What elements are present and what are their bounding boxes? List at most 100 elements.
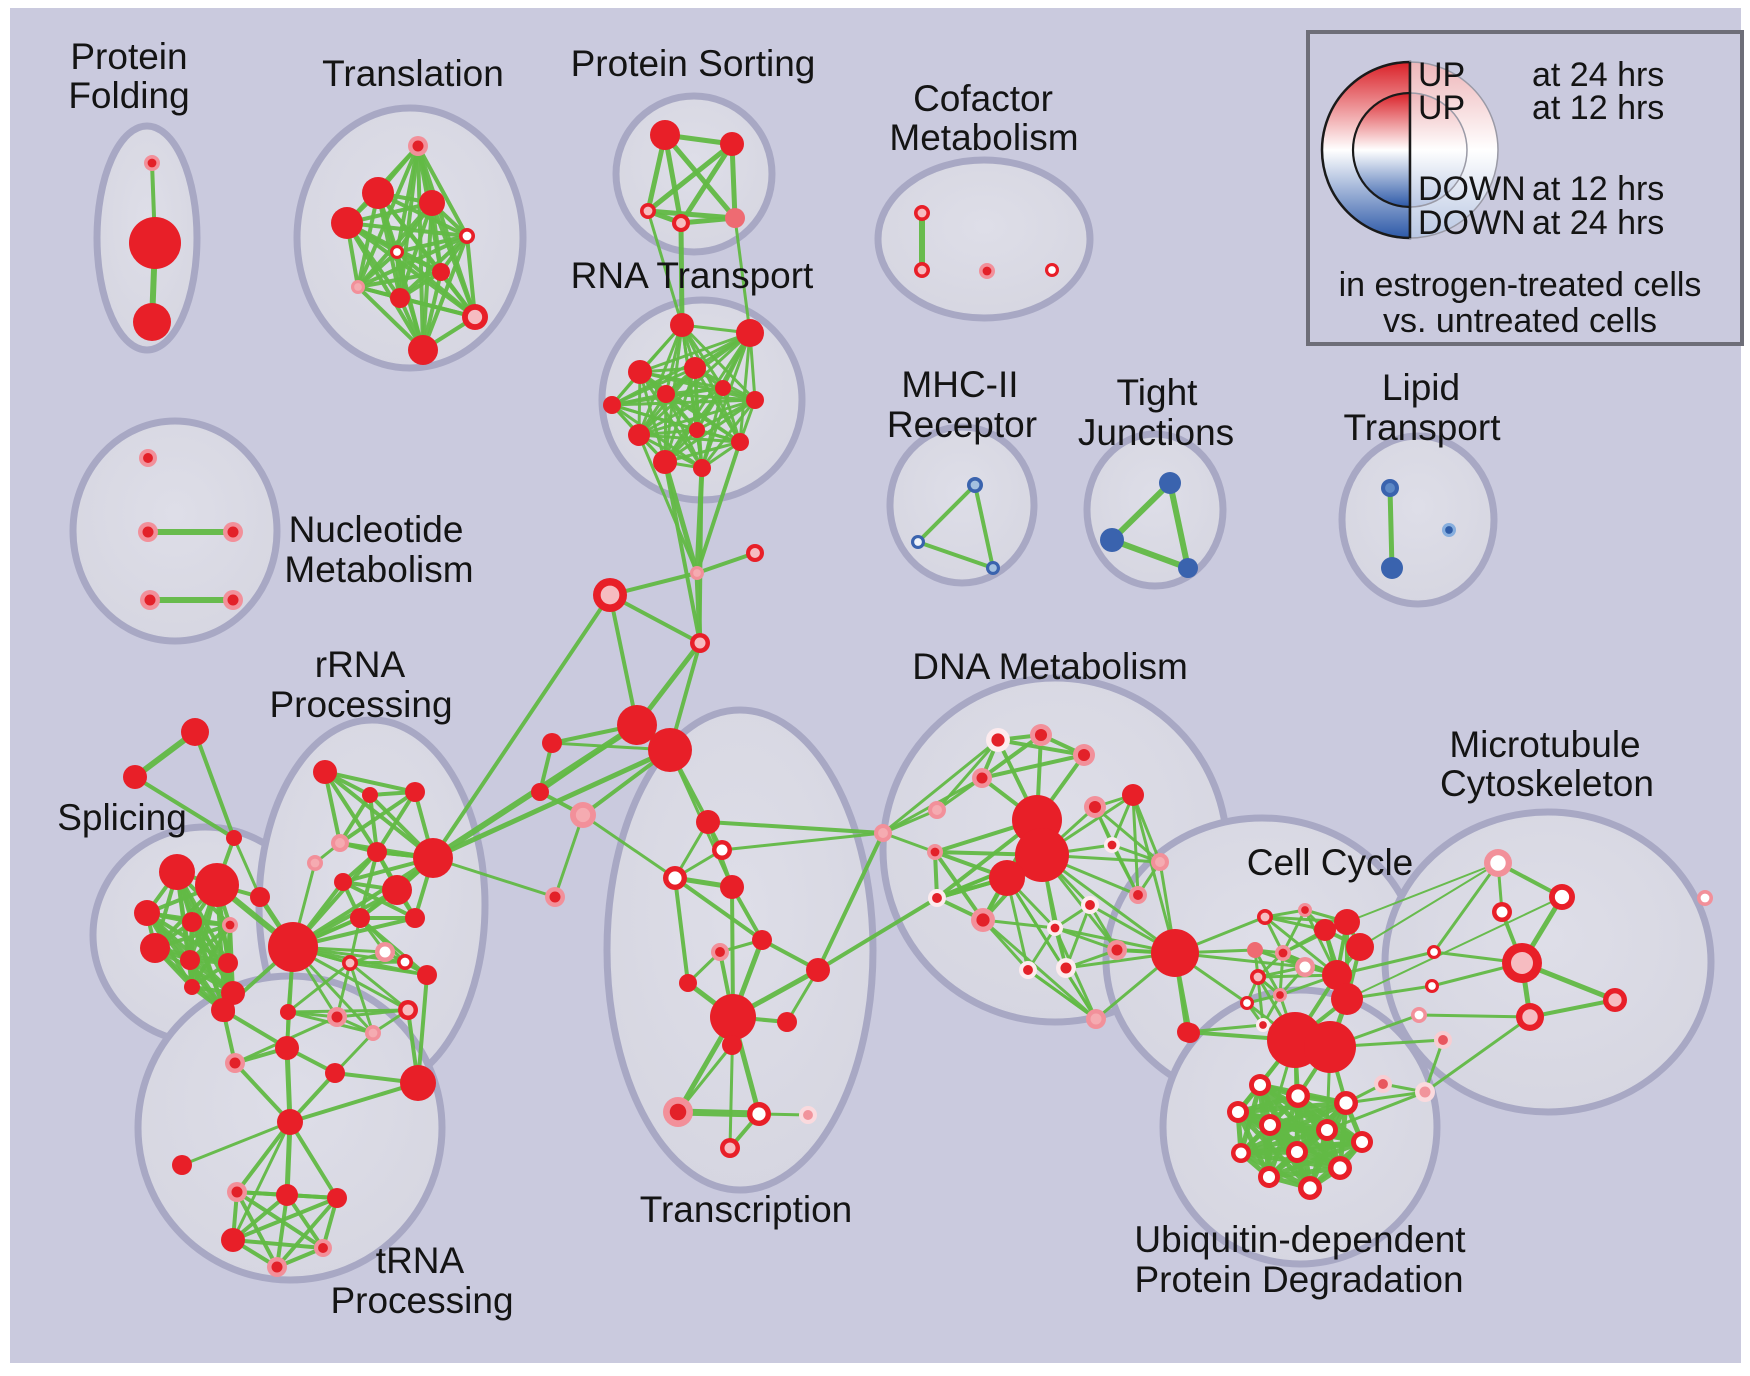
cluster-label-protein-folding: Protein xyxy=(70,36,187,77)
gene-node-center-nu3 xyxy=(227,526,239,538)
network-edge xyxy=(662,132,738,221)
network-edge xyxy=(356,201,434,289)
gene-node-dmh3 xyxy=(989,860,1025,896)
network-edge xyxy=(1346,896,1563,1000)
gene-node-tj2 xyxy=(1100,528,1124,552)
gene-node-center-dm12 xyxy=(932,893,942,903)
cluster-label-splicing: Splicing xyxy=(57,797,187,838)
gene-node-rt2 xyxy=(736,319,764,347)
gene-node-sp7 xyxy=(180,950,200,970)
gene-node-cc9 xyxy=(1322,960,1352,990)
legend-direction-label: UP xyxy=(1418,56,1465,94)
gene-node-center-cc2 xyxy=(1301,906,1309,914)
gene-node-ps5 xyxy=(725,208,745,228)
gene-node-center-cc8 xyxy=(1299,961,1311,973)
gene-node-center-tx5 xyxy=(716,844,728,856)
gene-node-center-ch2 xyxy=(750,548,760,558)
gene-node-tl2 xyxy=(362,177,394,209)
network-edge xyxy=(553,813,585,899)
network-edge xyxy=(1359,862,1499,948)
network-edge xyxy=(231,1238,325,1250)
network-edge xyxy=(706,820,885,835)
gene-node-center-cc12 xyxy=(1276,991,1284,999)
gene-node-center-ps3 xyxy=(643,206,653,216)
gene-node-tx4 xyxy=(696,810,720,834)
network-edge xyxy=(980,753,1086,780)
gene-node-center-tx7 xyxy=(549,891,561,903)
cluster-label-microtubule-cytoskeleton: Microtubule xyxy=(1449,724,1640,765)
network-edge xyxy=(465,234,477,319)
network-edge xyxy=(1344,1090,1427,1105)
network-edge xyxy=(694,570,703,646)
network-edge xyxy=(680,323,742,444)
gene-node-center-dm1 xyxy=(991,733,1005,747)
gene-node-center-rr16 xyxy=(402,1004,414,1016)
cluster-label-mhc-ii-receptor: MHC-II xyxy=(901,364,1018,405)
network-edge xyxy=(345,221,425,352)
cluster-label-protein-sorting: Protein Sorting xyxy=(571,43,816,84)
network-edge xyxy=(1417,1013,1532,1019)
gene-node-center-rr13 xyxy=(400,957,410,967)
gene-node-tr0 xyxy=(211,998,235,1022)
gene-node-center-mt1 xyxy=(1490,855,1506,871)
gene-node-tx14 xyxy=(710,994,756,1040)
network-edge xyxy=(431,593,612,860)
legend-time-label: at 24 hrs xyxy=(1532,204,1664,242)
network-edge xyxy=(190,923,232,989)
gene-node-center-mt13 xyxy=(1419,1086,1431,1098)
network-edge xyxy=(288,1120,339,1200)
network-edge xyxy=(356,270,443,289)
network-edge xyxy=(232,836,262,899)
gene-node-center-tx6 xyxy=(668,871,682,885)
network-edge xyxy=(916,483,977,544)
cluster-label-dna-metabolism: DNA Metabolism xyxy=(912,646,1188,687)
gene-node-center-ub7 xyxy=(1355,1135,1369,1149)
cluster-label-cofactor-metabolism: Cofactor xyxy=(913,78,1053,119)
network-edge xyxy=(738,331,752,444)
gene-node-center-mt5 xyxy=(1608,993,1622,1007)
cluster-label-transcription: Transcription xyxy=(640,1189,852,1230)
gene-node-rt4 xyxy=(684,357,706,379)
network-edge xyxy=(323,770,342,845)
cluster-label-tight-junctions: Junctions xyxy=(1078,412,1234,453)
gene-node-center-dm14 xyxy=(976,913,990,927)
network-edge xyxy=(275,1196,339,1269)
legend-gradient-circle xyxy=(1409,92,1468,208)
cluster-label-cofactor-metabolism: Metabolism xyxy=(889,117,1078,158)
gene-node-center-tl8 xyxy=(354,283,362,291)
network-edge xyxy=(663,440,742,464)
gene-node-tl3 xyxy=(419,190,445,216)
network-edge xyxy=(673,876,690,985)
network-edge xyxy=(1167,480,1191,571)
gene-node-rt11 xyxy=(653,450,677,474)
gene-node-center-dm16 xyxy=(1050,923,1060,933)
gene-node-center-ub1 xyxy=(1253,1078,1267,1092)
network-edge xyxy=(356,144,420,289)
network-edge xyxy=(1263,915,1339,977)
cluster-label-mhc-ii-receptor: Receptor xyxy=(887,404,1037,445)
gene-node-rr19 xyxy=(280,1004,296,1020)
gene-node-center-rr12 xyxy=(379,946,391,958)
network-edge xyxy=(1325,1090,1427,1132)
gene-node-tj3 xyxy=(1178,558,1198,578)
gene-node-lp2 xyxy=(1381,557,1403,579)
gene-node-center-rr5 xyxy=(310,858,320,868)
gene-node-center-cc11 xyxy=(1253,972,1263,982)
network-edge xyxy=(581,813,677,880)
network-edge xyxy=(729,141,738,221)
cluster-label-rrna-processing: Processing xyxy=(269,684,452,725)
gene-node-tr4 xyxy=(400,1065,436,1101)
network-edge xyxy=(664,392,757,402)
gene-node-center-rr17 xyxy=(331,1011,343,1023)
network-edge xyxy=(881,831,937,854)
network-edge xyxy=(1110,843,1140,897)
network-edge xyxy=(416,973,429,1085)
cluster-label-cell-cycle: Cell Cycle xyxy=(1247,842,1414,883)
cluster-label-ubiquitin: Ubiquitin-dependent xyxy=(1134,1219,1466,1260)
gene-node-center-mt2 xyxy=(1554,889,1570,905)
gene-node-center-dm11 xyxy=(1155,857,1165,867)
network-edge xyxy=(1387,485,1395,571)
gene-node-tx11 xyxy=(679,974,697,992)
gene-node-center-dm15 xyxy=(1085,900,1095,910)
gene-node-center-lp3 xyxy=(1445,526,1453,534)
